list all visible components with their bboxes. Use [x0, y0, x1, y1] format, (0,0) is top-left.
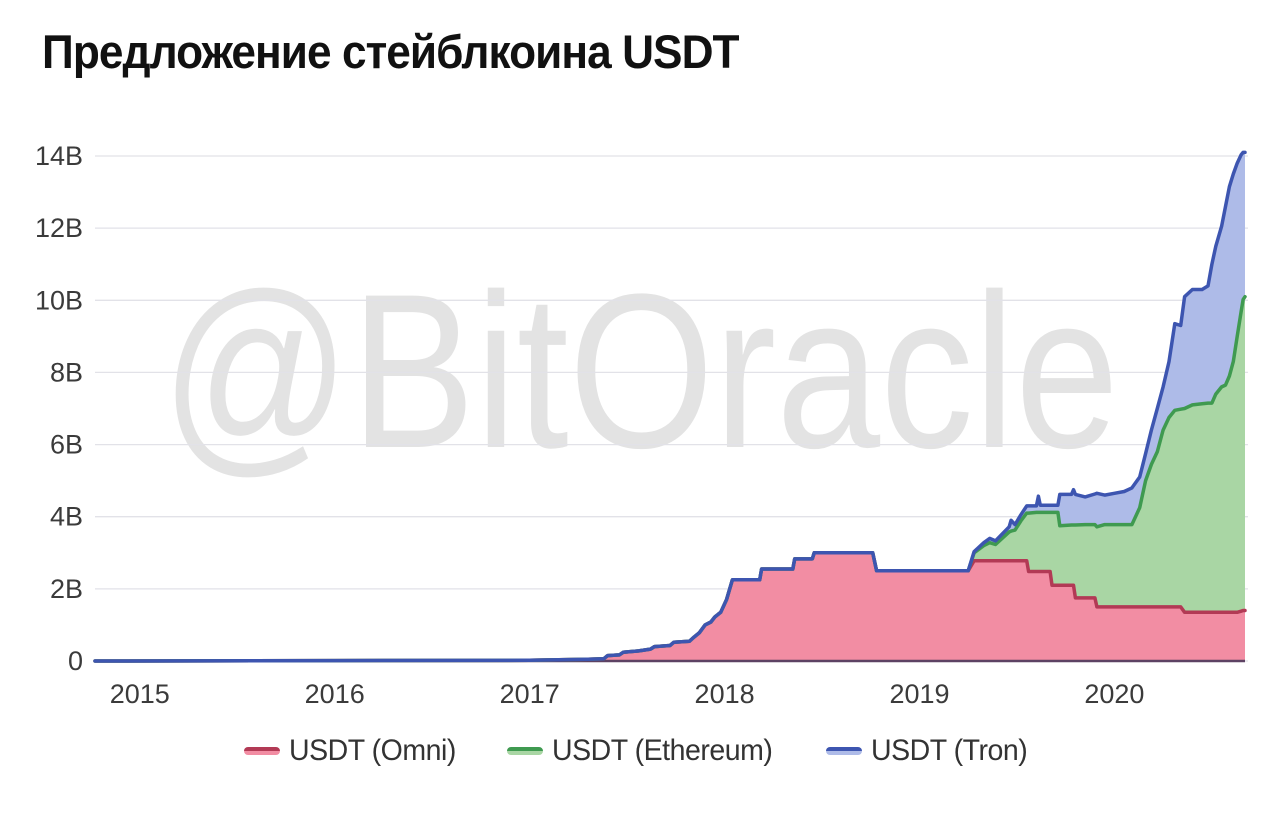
page-title: Предложение стейблкоина USDT	[42, 25, 740, 78]
legend-item-2: USDT (Ethereum)	[507, 734, 784, 768]
legend-item-1: USDT (Omni)	[244, 734, 465, 768]
x-axis-label-2017: 2017	[500, 679, 560, 709]
y-axis-label-10B: 10B	[35, 285, 83, 315]
area-fill-1	[95, 552, 1245, 661]
y-axis-label-14B: 14B	[35, 141, 83, 171]
legend-label: USDT (Omni)	[289, 734, 457, 767]
series-line-3	[93, 150, 1247, 663]
axis-labels: 0 2B 4B 6B 8B 10B 12B 14B 2015 2016 2017 2018 2019 20…	[35, 141, 1144, 709]
y-axis-label-4B: 4B	[50, 502, 83, 532]
chart-legend: USDT (Omni) USDT (Ethereum) USDT (Tron)	[0, 734, 1280, 768]
legend-swatch-icon	[507, 747, 544, 755]
legend-swatch-icon	[826, 747, 863, 755]
x-axis-label-2015: 2015	[110, 679, 170, 709]
y-axis-label-0: 0	[68, 646, 83, 676]
legend-label: USDT (Ethereum)	[552, 734, 773, 767]
legend-item-3: USDT (Tron)	[826, 734, 1036, 768]
y-axis-label-12B: 12B	[35, 213, 83, 243]
x-axis-label-2016: 2016	[305, 679, 365, 709]
y-axis-label-6B: 6B	[50, 430, 83, 460]
area-series	[93, 150, 1247, 663]
x-axis-label-2020: 2020	[1084, 679, 1144, 709]
legend-swatch-icon	[244, 747, 281, 755]
y-axis-label-8B: 8B	[50, 357, 83, 387]
watermark-text: @BitOracle	[161, 248, 1119, 494]
x-axis-label-2018: 2018	[695, 679, 755, 709]
y-axis-label-2B: 2B	[50, 574, 83, 604]
legend-label: USDT (Tron)	[871, 734, 1028, 767]
x-axis-label-2019: 2019	[889, 679, 949, 709]
